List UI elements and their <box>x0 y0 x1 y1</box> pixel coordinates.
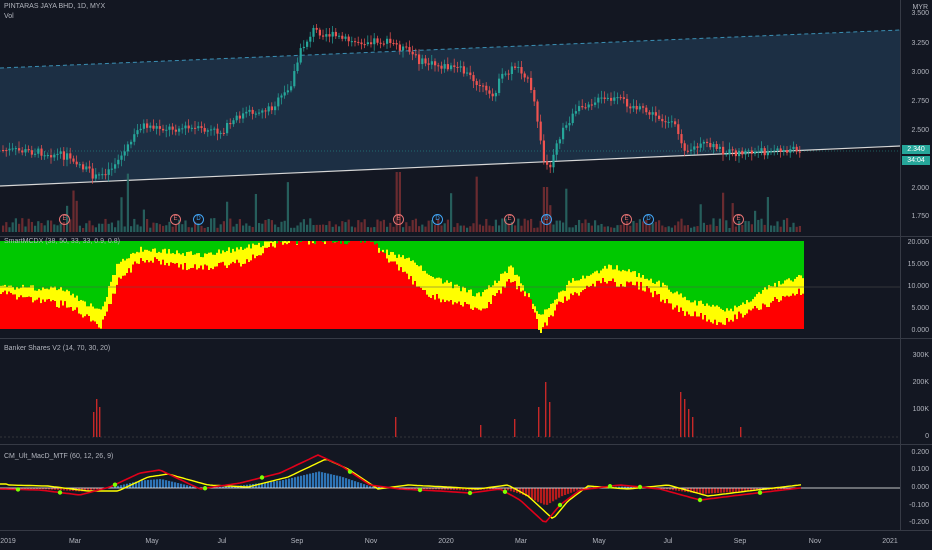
mcdx-tick: 20.000 <box>907 239 929 246</box>
macd-plot[interactable] <box>0 445 900 530</box>
earnings-event-icon[interactable]: E <box>393 214 404 225</box>
macd-tick: -0.100 <box>909 502 929 509</box>
mcdx-tick: 0.000 <box>911 327 929 334</box>
banker-tick: 0 <box>925 433 929 440</box>
pane-divider[interactable] <box>0 236 932 237</box>
earnings-event-icon[interactable]: E <box>504 214 515 225</box>
time-tick: May <box>592 538 606 545</box>
time-tick: May <box>145 538 159 545</box>
price-tick: 3.250 <box>911 40 929 47</box>
price-tick: 2.500 <box>911 127 929 134</box>
macd-tick: -0.200 <box>909 519 929 526</box>
channel-upper-line <box>0 29 900 69</box>
banker-shares-axis[interactable]: 300K 200K 100K 0 <box>900 339 932 444</box>
time-tick: 2020 <box>438 538 454 545</box>
earnings-event-icon[interactable]: E <box>733 214 744 225</box>
smartmcdx-histogram[interactable] <box>0 237 900 338</box>
banker-shares-pane[interactable]: Banker Shares V2 (14, 70, 30, 20) 300K 2… <box>0 339 932 444</box>
time-tick: 2021 <box>882 538 898 545</box>
time-tick: Sep <box>733 538 747 545</box>
pane-divider[interactable] <box>0 338 932 339</box>
smartmcdx-pane[interactable]: SmartMCDX (38, 50, 33, 33, 0.9, 0.8) 20.… <box>0 237 932 338</box>
banker-shares-histogram[interactable] <box>0 339 900 444</box>
smartmcdx-axis[interactable]: 20.000 15.000 10.000 5.000 0.000 <box>900 237 932 338</box>
time-tick: Sep <box>290 538 304 545</box>
smartmcdx-label[interactable]: SmartMCDX (38, 50, 33, 33, 0.9, 0.8) <box>4 238 120 245</box>
price-axis-divider <box>900 0 901 530</box>
time-axis-divider <box>0 530 932 531</box>
price-axis[interactable]: MYR 3.500 3.250 3.000 2.750 2.500 2.000 … <box>900 0 932 236</box>
earnings-event-icon[interactable]: E <box>170 214 181 225</box>
time-tick: Nov <box>364 538 378 545</box>
candles <box>2 24 801 184</box>
macd-chart[interactable] <box>0 445 900 530</box>
macd-line <box>0 454 802 523</box>
price-tick: 3.000 <box>911 69 929 76</box>
mcdx-tick: 5.000 <box>911 305 929 312</box>
pane-divider[interactable] <box>0 444 932 445</box>
volume-bars <box>2 172 801 232</box>
dividend-event-icon[interactable]: D <box>193 214 204 225</box>
time-tick: Mar <box>514 538 528 545</box>
macd-cross-dots <box>15 469 763 508</box>
banker-tick: 300K <box>912 352 929 359</box>
macd-tick: 0.200 <box>911 449 929 456</box>
macd-pane[interactable]: CM_Ult_MacD_MTF (60, 12, 26, 9) 0.200 0.… <box>0 445 932 530</box>
banker-shares-label[interactable]: Banker Shares V2 (14, 70, 30, 20) <box>4 345 111 352</box>
banker-tick: 200K <box>912 379 929 386</box>
time-tick: Nov <box>808 538 822 545</box>
currency-label: MYR <box>912 4 928 11</box>
time-tick: Jul <box>217 538 227 545</box>
time-axis[interactable]: 2019 Mar May Jul Sep Nov 2020 Mar May Ju… <box>0 530 932 550</box>
banker-tick: 100K <box>912 406 929 413</box>
time-tick: 2019 <box>0 538 16 545</box>
mcdx-tick: 10.000 <box>907 283 929 290</box>
price-tick: 1.750 <box>911 213 929 220</box>
countdown-tag: 34:04 <box>902 156 930 165</box>
macd-axis[interactable]: 0.200 0.100 0.000 -0.100 -0.200 <box>900 445 932 530</box>
smartmcdx-plot[interactable] <box>0 237 900 338</box>
dividend-event-icon[interactable]: D <box>432 214 443 225</box>
price-tick: 2.750 <box>911 98 929 105</box>
price-tick: 3.500 <box>911 10 929 17</box>
volume-label[interactable]: Vol <box>4 13 14 20</box>
time-tick: Jul <box>663 538 673 545</box>
earnings-event-icon[interactable]: E <box>59 214 70 225</box>
channel-lower-line <box>0 145 900 187</box>
symbol-title[interactable]: PINTARAS JAYA BHD, 1D, MYX <box>4 3 106 10</box>
earnings-event-icon[interactable]: E <box>621 214 632 225</box>
dividend-event-icon[interactable]: D <box>643 214 654 225</box>
price-tick: 2.000 <box>911 185 929 192</box>
banker-shares-plot[interactable] <box>0 339 900 444</box>
macd-tick: 0.100 <box>911 466 929 473</box>
mcdx-tick: 15.000 <box>907 261 929 268</box>
time-tick: Mar <box>68 538 82 545</box>
last-price-tag: 2.340 <box>902 145 930 154</box>
dividend-event-icon[interactable]: D <box>541 214 552 225</box>
macd-signal-line <box>0 458 802 519</box>
candlestick-chart[interactable] <box>0 0 900 236</box>
macd-tick: 0.000 <box>911 484 929 491</box>
channel-fill <box>0 30 900 186</box>
macd-label[interactable]: CM_Ult_MacD_MTF (60, 12, 26, 9) <box>4 453 114 460</box>
